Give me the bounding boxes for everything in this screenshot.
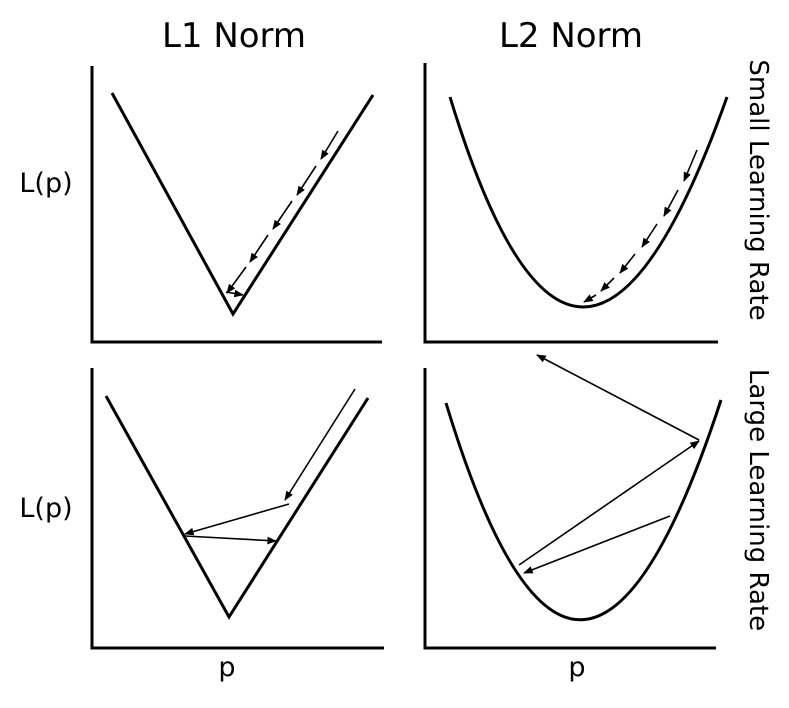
descent-steps: [583, 149, 698, 303]
axes: [423, 368, 716, 650]
l2-loss-curve: [448, 96, 729, 309]
l1-loss-curve: [104, 395, 370, 620]
column-title-l2: L2 Norm: [499, 16, 643, 56]
axes: [90, 66, 382, 344]
y-axis-label-top: L(p): [19, 168, 72, 199]
axes: [90, 368, 384, 650]
panel-l1-small-lr: [90, 66, 382, 344]
descent-steps: [184, 388, 356, 545]
descent-steps: [518, 354, 700, 574]
x-axis-label-left: p: [218, 652, 235, 683]
l1-loss-curve: [110, 92, 375, 317]
l2-loss-curve: [444, 399, 723, 622]
row-title-small-lr: Small Learning Rate: [743, 59, 773, 320]
panel-l2-small-lr: [423, 63, 729, 344]
column-title-l1: L1 Norm: [162, 16, 306, 56]
x-axis-label-right: p: [568, 652, 585, 683]
y-axis-label-bottom: L(p): [19, 493, 72, 524]
descent-steps: [225, 130, 339, 298]
axes: [423, 63, 718, 344]
panel-l1-large-lr: [90, 368, 384, 650]
row-title-large-lr: Large Learning Rate: [743, 369, 773, 631]
panel-l2-large-lr: [423, 354, 723, 650]
